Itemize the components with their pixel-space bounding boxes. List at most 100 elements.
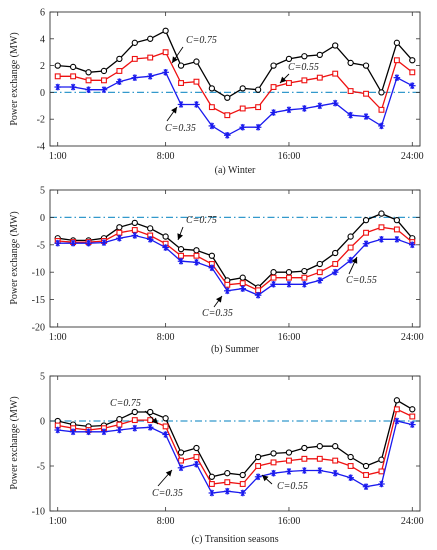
data-point bbox=[178, 80, 184, 86]
data-point bbox=[224, 112, 231, 119]
data-point bbox=[223, 487, 231, 495]
data-point bbox=[285, 55, 293, 63]
y-axis-label: Power exchange (MW) bbox=[9, 396, 20, 489]
data-point bbox=[54, 239, 62, 247]
data-point bbox=[131, 417, 138, 424]
data-point bbox=[193, 444, 200, 452]
x-tick-label: 24:00 bbox=[401, 151, 424, 162]
data-point bbox=[85, 86, 92, 94]
y-tick-label: 5 bbox=[40, 186, 45, 197]
data-point bbox=[301, 444, 308, 452]
data-point bbox=[286, 80, 292, 86]
data-point bbox=[409, 413, 416, 420]
data-point bbox=[208, 264, 216, 272]
series-line bbox=[57, 420, 413, 494]
data-point bbox=[332, 261, 339, 267]
series-line bbox=[57, 399, 413, 478]
data-point bbox=[409, 69, 416, 76]
chart-panel-1: -4 -2 0 2 4 6 1:00 8:00 16:00 24:00 Power exchange… bbox=[9, 8, 424, 177]
data-point bbox=[331, 469, 339, 477]
data-point bbox=[347, 233, 354, 240]
data-point bbox=[393, 216, 401, 224]
x-tick-label: 8:00 bbox=[157, 332, 175, 343]
data-point bbox=[316, 443, 323, 450]
data-point bbox=[316, 102, 324, 110]
data-point bbox=[224, 470, 231, 477]
data-point bbox=[193, 460, 200, 468]
data-point bbox=[332, 42, 339, 49]
data-point bbox=[363, 472, 369, 478]
data-point bbox=[301, 274, 308, 281]
arrow-head-icon bbox=[172, 56, 178, 63]
data-point bbox=[100, 86, 108, 94]
data-point bbox=[239, 280, 246, 287]
data-point bbox=[85, 77, 92, 84]
data-point bbox=[301, 455, 308, 462]
data-point bbox=[162, 431, 169, 438]
arrow-head-icon bbox=[280, 76, 287, 83]
x-tick-label: 24:00 bbox=[401, 516, 424, 527]
data-point bbox=[378, 210, 385, 217]
data-point bbox=[162, 244, 169, 251]
data-point bbox=[408, 82, 416, 89]
data-point bbox=[270, 450, 277, 457]
data-point bbox=[378, 480, 385, 488]
annotation-label: C=0.35 bbox=[202, 308, 233, 319]
data-point bbox=[85, 69, 92, 76]
data-point bbox=[116, 426, 123, 434]
data-point bbox=[147, 35, 154, 42]
data-point bbox=[285, 468, 293, 475]
data-point bbox=[301, 280, 308, 288]
data-point bbox=[116, 224, 123, 231]
data-point bbox=[131, 39, 138, 46]
data-point bbox=[54, 62, 61, 69]
chart-panel-3: -10 -5 0 5 1:00 8:00 16:00 24:00 Power exchange … bbox=[9, 372, 424, 546]
annotation-label: C=0.55 bbox=[277, 481, 308, 492]
data-point bbox=[193, 454, 200, 460]
data-point bbox=[331, 99, 339, 107]
data-point bbox=[316, 277, 324, 284]
data-point bbox=[332, 443, 339, 450]
y-tick-label: 0 bbox=[40, 88, 45, 99]
series-asterisk bbox=[54, 417, 416, 497]
arrow-head-icon bbox=[151, 417, 158, 424]
series-annotation: C=0.35 bbox=[165, 106, 196, 134]
data-point bbox=[362, 483, 370, 490]
data-point bbox=[131, 408, 138, 416]
series-annotation: C=0.35 bbox=[202, 295, 233, 319]
data-point bbox=[116, 229, 123, 236]
data-point bbox=[131, 424, 139, 432]
annotation-label: C=0.75 bbox=[110, 398, 141, 409]
data-point bbox=[193, 101, 200, 108]
data-point bbox=[116, 55, 123, 63]
data-point bbox=[193, 78, 200, 85]
data-point bbox=[131, 227, 138, 233]
y-tick-label: -4 bbox=[37, 142, 45, 153]
data-point bbox=[285, 106, 293, 114]
data-point bbox=[270, 109, 277, 116]
x-tick-label: 1:00 bbox=[49, 332, 67, 343]
data-point bbox=[301, 53, 308, 60]
data-point bbox=[208, 85, 216, 92]
data-point bbox=[378, 468, 385, 475]
data-point bbox=[254, 123, 262, 131]
data-point bbox=[131, 219, 138, 227]
data-point bbox=[100, 428, 108, 436]
chart-panel-2: -20 -15 -10 -5 0 5 1:00 8:00 16:00 24:00 Power exc… bbox=[9, 186, 424, 356]
data-point bbox=[70, 73, 77, 80]
data-point bbox=[362, 62, 370, 69]
data-point bbox=[147, 225, 154, 232]
y-tick-label: 4 bbox=[40, 34, 45, 45]
x-tick-label: 16:00 bbox=[278, 151, 301, 162]
data-point bbox=[316, 269, 323, 276]
data-point bbox=[285, 449, 293, 456]
data-point bbox=[162, 233, 169, 240]
data-point bbox=[378, 122, 385, 130]
panel-caption: (c) Transition seasons bbox=[191, 534, 278, 545]
data-point bbox=[301, 105, 308, 112]
data-point bbox=[393, 417, 401, 425]
data-point bbox=[54, 83, 62, 91]
data-point bbox=[362, 216, 370, 224]
data-point bbox=[378, 89, 385, 96]
data-point bbox=[239, 105, 246, 112]
